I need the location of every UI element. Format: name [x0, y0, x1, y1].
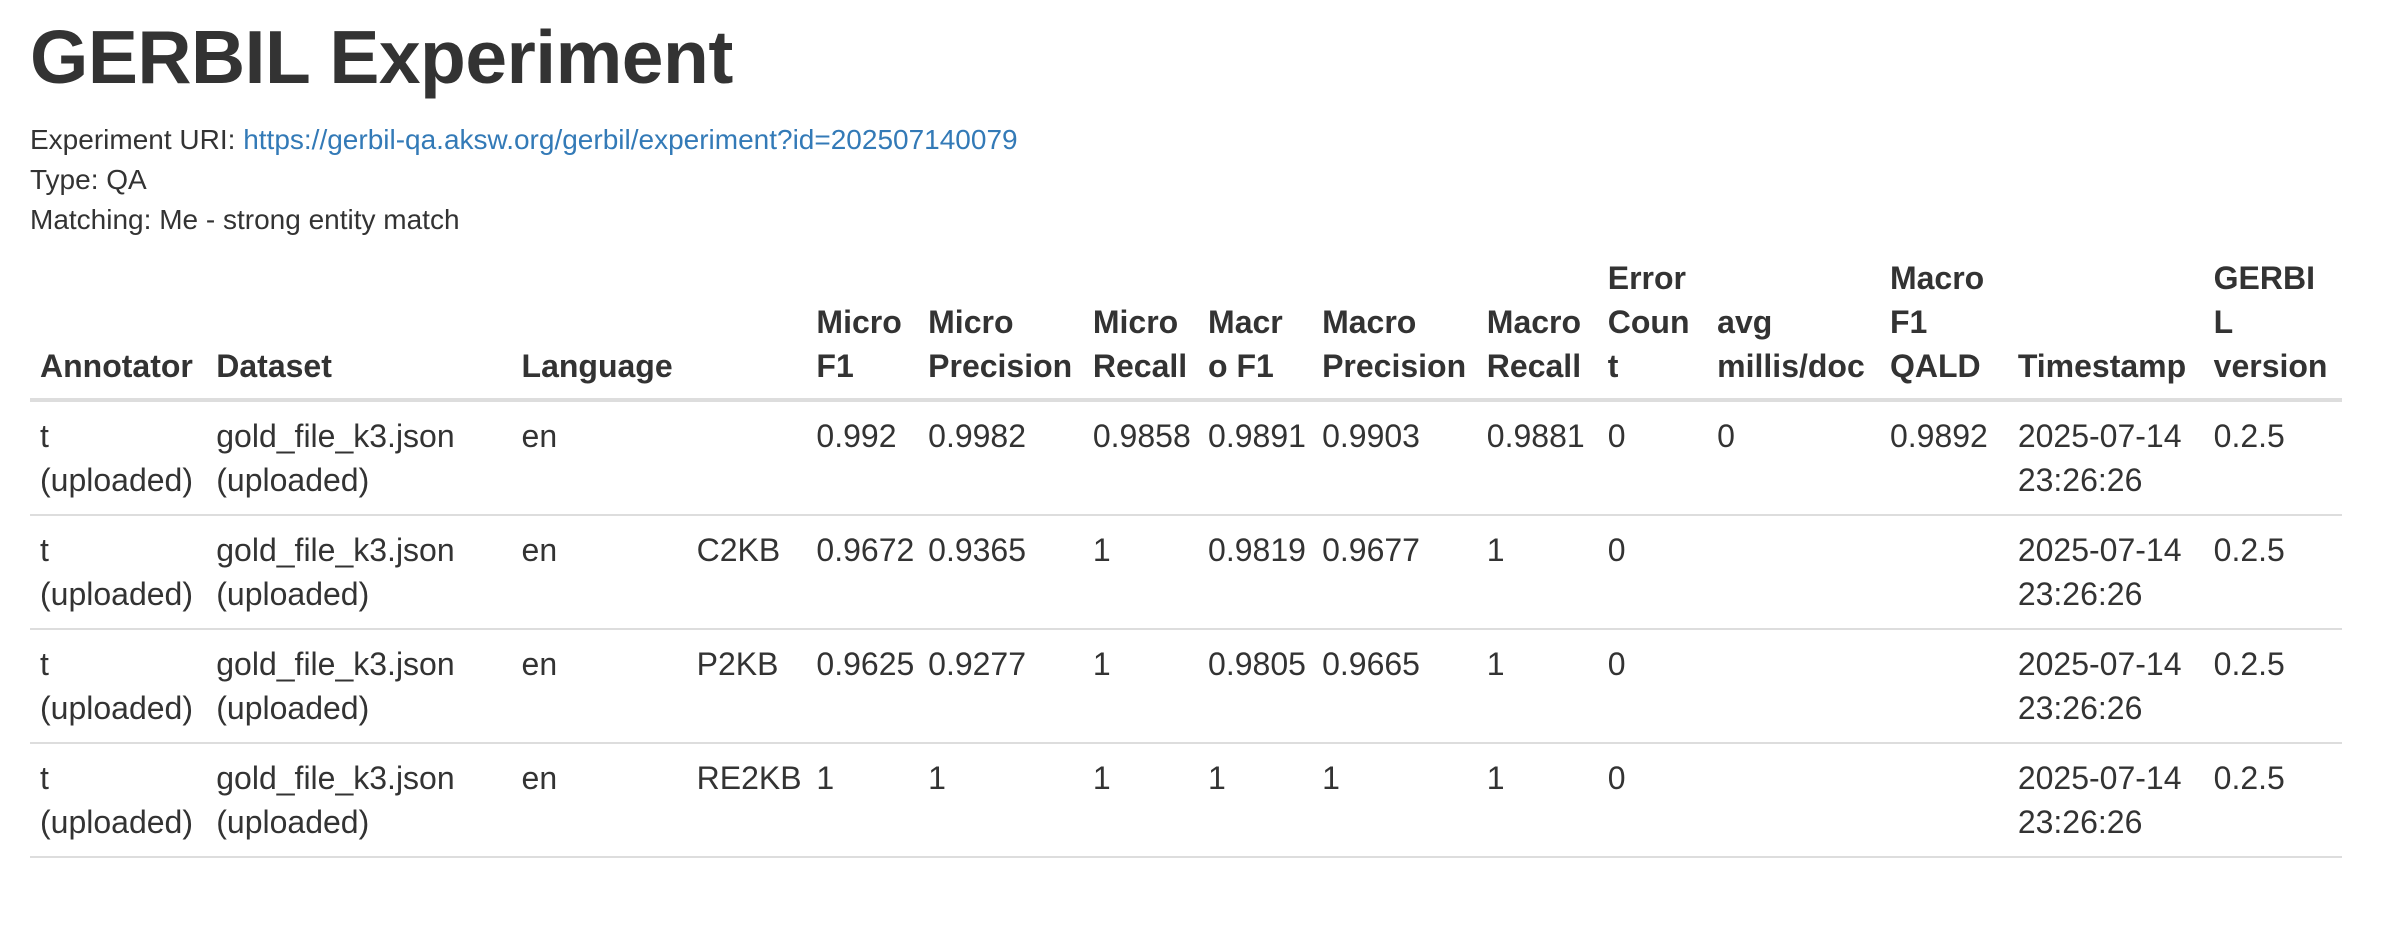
header-micro-precision: Micro Precision — [918, 256, 1083, 402]
cell-macro-f1: 0.9805 — [1198, 629, 1313, 744]
table-row: t (uploaded) gold_file_k3.json (uploaded… — [30, 400, 2342, 516]
cell-dataset: gold_file_k3.json (uploaded) — [206, 629, 512, 744]
cell-macro-precision: 1 — [1312, 743, 1477, 858]
cell-macro-f1: 1 — [1198, 743, 1313, 858]
header-error-count: Error Count — [1597, 256, 1708, 402]
table-row: t (uploaded) gold_file_k3.json (uploaded… — [30, 629, 2342, 744]
cell-macro-f1-qald — [1879, 629, 2008, 744]
header-micro-recall: Micro Recall — [1082, 256, 1199, 402]
table-row: t (uploaded) gold_file_k3.json (uploaded… — [30, 515, 2342, 630]
cell-dataset: gold_file_k3.json (uploaded) — [206, 743, 512, 858]
type-value: QA — [106, 164, 147, 195]
cell-language: en — [511, 629, 687, 744]
cell-macro-precision: 0.9677 — [1312, 515, 1477, 630]
cell-annotator: t (uploaded) — [30, 629, 207, 744]
header-annotator: Annotator — [30, 256, 207, 402]
cell-micro-precision: 0.9277 — [918, 629, 1083, 744]
experiment-meta: Experiment URI: https://gerbil-qa.aksw.o… — [30, 120, 2384, 240]
cell-error-count: 0 — [1597, 515, 1708, 630]
cell-micro-f1: 0.992 — [806, 400, 919, 516]
cell-macro-recall: 1 — [1476, 629, 1598, 744]
cell-error-count: 0 — [1597, 743, 1708, 858]
header-language: Language — [511, 256, 687, 402]
cell-macro-f1: 0.9819 — [1198, 515, 1313, 630]
cell-gerbil-version: 0.2.5 — [2203, 515, 2342, 630]
cell-micro-f1: 0.9672 — [806, 515, 919, 630]
header-avg-millis: avg millis/doc — [1707, 256, 1880, 402]
cell-macro-f1-qald — [1879, 515, 2008, 630]
cell-macro-f1-qald: 0.9892 — [1879, 400, 2008, 516]
page-title: GERBIL Experiment — [30, 15, 733, 99]
cell-micro-recall: 1 — [1082, 515, 1199, 630]
cell-macro-recall: 1 — [1476, 515, 1598, 630]
cell-micro-precision: 0.9365 — [918, 515, 1083, 630]
cell-gerbil-version: 0.2.5 — [2203, 400, 2342, 516]
cell-dataset: gold_file_k3.json (uploaded) — [206, 515, 512, 630]
cell-micro-f1: 1 — [806, 743, 919, 858]
cell-timestamp: 2025-07-14 23:26:26 — [2007, 515, 2204, 630]
cell-micro-f1: 0.9625 — [806, 629, 919, 744]
matching-line: Matching: Me - strong entity match — [30, 200, 2384, 240]
cell-micro-precision: 1 — [918, 743, 1083, 858]
cell-language: en — [511, 400, 687, 516]
cell-error-count: 0 — [1597, 629, 1708, 744]
cell-language: en — [511, 515, 687, 630]
header-experiment — [686, 256, 807, 402]
cell-macro-precision: 0.9665 — [1312, 629, 1477, 744]
cell-annotator: t (uploaded) — [30, 400, 207, 516]
cell-macro-f1-qald — [1879, 743, 2008, 858]
cell-gerbil-version: 0.2.5 — [2203, 629, 2342, 744]
cell-macro-recall: 0.9881 — [1476, 400, 1598, 516]
cell-timestamp: 2025-07-14 23:26:26 — [2007, 400, 2204, 516]
experiment-uri-link[interactable]: https://gerbil-qa.aksw.org/gerbil/experi… — [243, 124, 1018, 155]
cell-annotator: t (uploaded) — [30, 515, 207, 630]
cell-experiment: C2KB — [686, 515, 807, 630]
cell-micro-recall: 0.9858 — [1082, 400, 1199, 516]
cell-avg-millis — [1707, 515, 1880, 630]
experiment-uri-line: Experiment URI: https://gerbil-qa.aksw.o… — [30, 120, 2384, 160]
cell-macro-f1: 0.9891 — [1198, 400, 1313, 516]
matching-value: Me - strong entity match — [159, 204, 460, 235]
header-macro-f1: Macro F1 — [1198, 256, 1313, 402]
cell-error-count: 0 — [1597, 400, 1708, 516]
cell-experiment: RE2KB — [686, 743, 807, 858]
cell-micro-recall: 1 — [1082, 629, 1199, 744]
header-macro-f1-qald: Macro F1 QALD — [1879, 256, 2008, 402]
cell-avg-millis — [1707, 743, 1880, 858]
matching-label: Matching: — [30, 204, 152, 235]
cell-dataset: gold_file_k3.json (uploaded) — [206, 400, 512, 516]
cell-macro-precision: 0.9903 — [1312, 400, 1477, 516]
table-row: t (uploaded) gold_file_k3.json (uploaded… — [30, 743, 2342, 858]
cell-experiment: P2KB — [686, 629, 807, 744]
cell-avg-millis: 0 — [1707, 400, 1880, 516]
cell-avg-millis — [1707, 629, 1880, 744]
header-macro-precision: Macro Precision — [1312, 256, 1477, 402]
page: GERBIL Experiment Experiment URI: https:… — [30, 15, 2384, 858]
type-line: Type: QA — [30, 160, 2384, 200]
header-timestamp: Timestamp — [2007, 256, 2204, 402]
header-macro-recall: Macro Recall — [1476, 256, 1598, 402]
results-table: Annotator Dataset Language Micro F1 Micr… — [30, 256, 2342, 858]
cell-language: en — [511, 743, 687, 858]
cell-timestamp: 2025-07-14 23:26:26 — [2007, 743, 2204, 858]
table-header-row: Annotator Dataset Language Micro F1 Micr… — [30, 256, 2342, 402]
cell-gerbil-version: 0.2.5 — [2203, 743, 2342, 858]
header-dataset: Dataset — [206, 256, 512, 402]
header-micro-f1: Micro F1 — [806, 256, 919, 402]
cell-macro-recall: 1 — [1476, 743, 1598, 858]
cell-micro-recall: 1 — [1082, 743, 1199, 858]
cell-annotator: t (uploaded) — [30, 743, 207, 858]
cell-micro-precision: 0.9982 — [918, 400, 1083, 516]
cell-timestamp: 2025-07-14 23:26:26 — [2007, 629, 2204, 744]
type-label: Type: — [30, 164, 99, 195]
header-gerbil-version: GERBIL version — [2203, 256, 2342, 402]
cell-experiment — [686, 400, 807, 516]
experiment-uri-label: Experiment URI: — [30, 124, 236, 155]
